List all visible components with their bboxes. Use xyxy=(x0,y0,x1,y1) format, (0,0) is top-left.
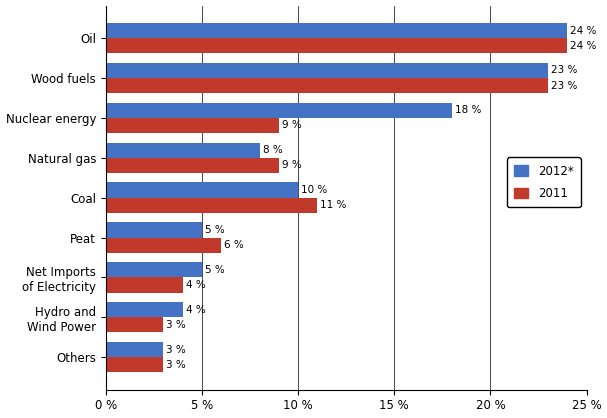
Bar xyxy=(106,78,548,93)
Bar xyxy=(106,198,317,213)
Bar xyxy=(106,237,221,252)
Bar xyxy=(106,302,183,317)
Text: 3 %: 3 % xyxy=(166,344,186,354)
Text: 18 %: 18 % xyxy=(455,105,481,115)
Text: 4 %: 4 % xyxy=(186,305,205,315)
Text: 3 %: 3 % xyxy=(166,359,186,370)
Text: 3 %: 3 % xyxy=(166,320,186,330)
Text: 5 %: 5 % xyxy=(205,265,225,275)
Legend: 2012*, 2011: 2012*, 2011 xyxy=(507,158,581,207)
Bar xyxy=(106,317,163,332)
Text: 10 %: 10 % xyxy=(301,185,327,195)
Text: 24 %: 24 % xyxy=(570,41,597,51)
Text: 23 %: 23 % xyxy=(551,66,577,76)
Text: 4 %: 4 % xyxy=(186,280,205,290)
Bar xyxy=(106,183,298,198)
Bar xyxy=(106,103,452,118)
Bar xyxy=(106,222,202,237)
Bar xyxy=(106,278,183,293)
Bar xyxy=(106,158,279,173)
Bar xyxy=(106,262,202,278)
Text: 5 %: 5 % xyxy=(205,225,225,235)
Bar xyxy=(106,63,548,78)
Text: 11 %: 11 % xyxy=(320,200,347,210)
Bar xyxy=(106,23,568,38)
Bar xyxy=(106,143,260,158)
Bar xyxy=(106,118,279,133)
Text: 24 %: 24 % xyxy=(570,25,597,36)
Text: 23 %: 23 % xyxy=(551,81,577,91)
Text: 9 %: 9 % xyxy=(282,161,302,171)
Text: 6 %: 6 % xyxy=(224,240,244,250)
Bar xyxy=(106,342,163,357)
Bar xyxy=(106,38,568,54)
Text: 8 %: 8 % xyxy=(262,145,282,155)
Text: 9 %: 9 % xyxy=(282,120,302,130)
Bar xyxy=(106,357,163,372)
